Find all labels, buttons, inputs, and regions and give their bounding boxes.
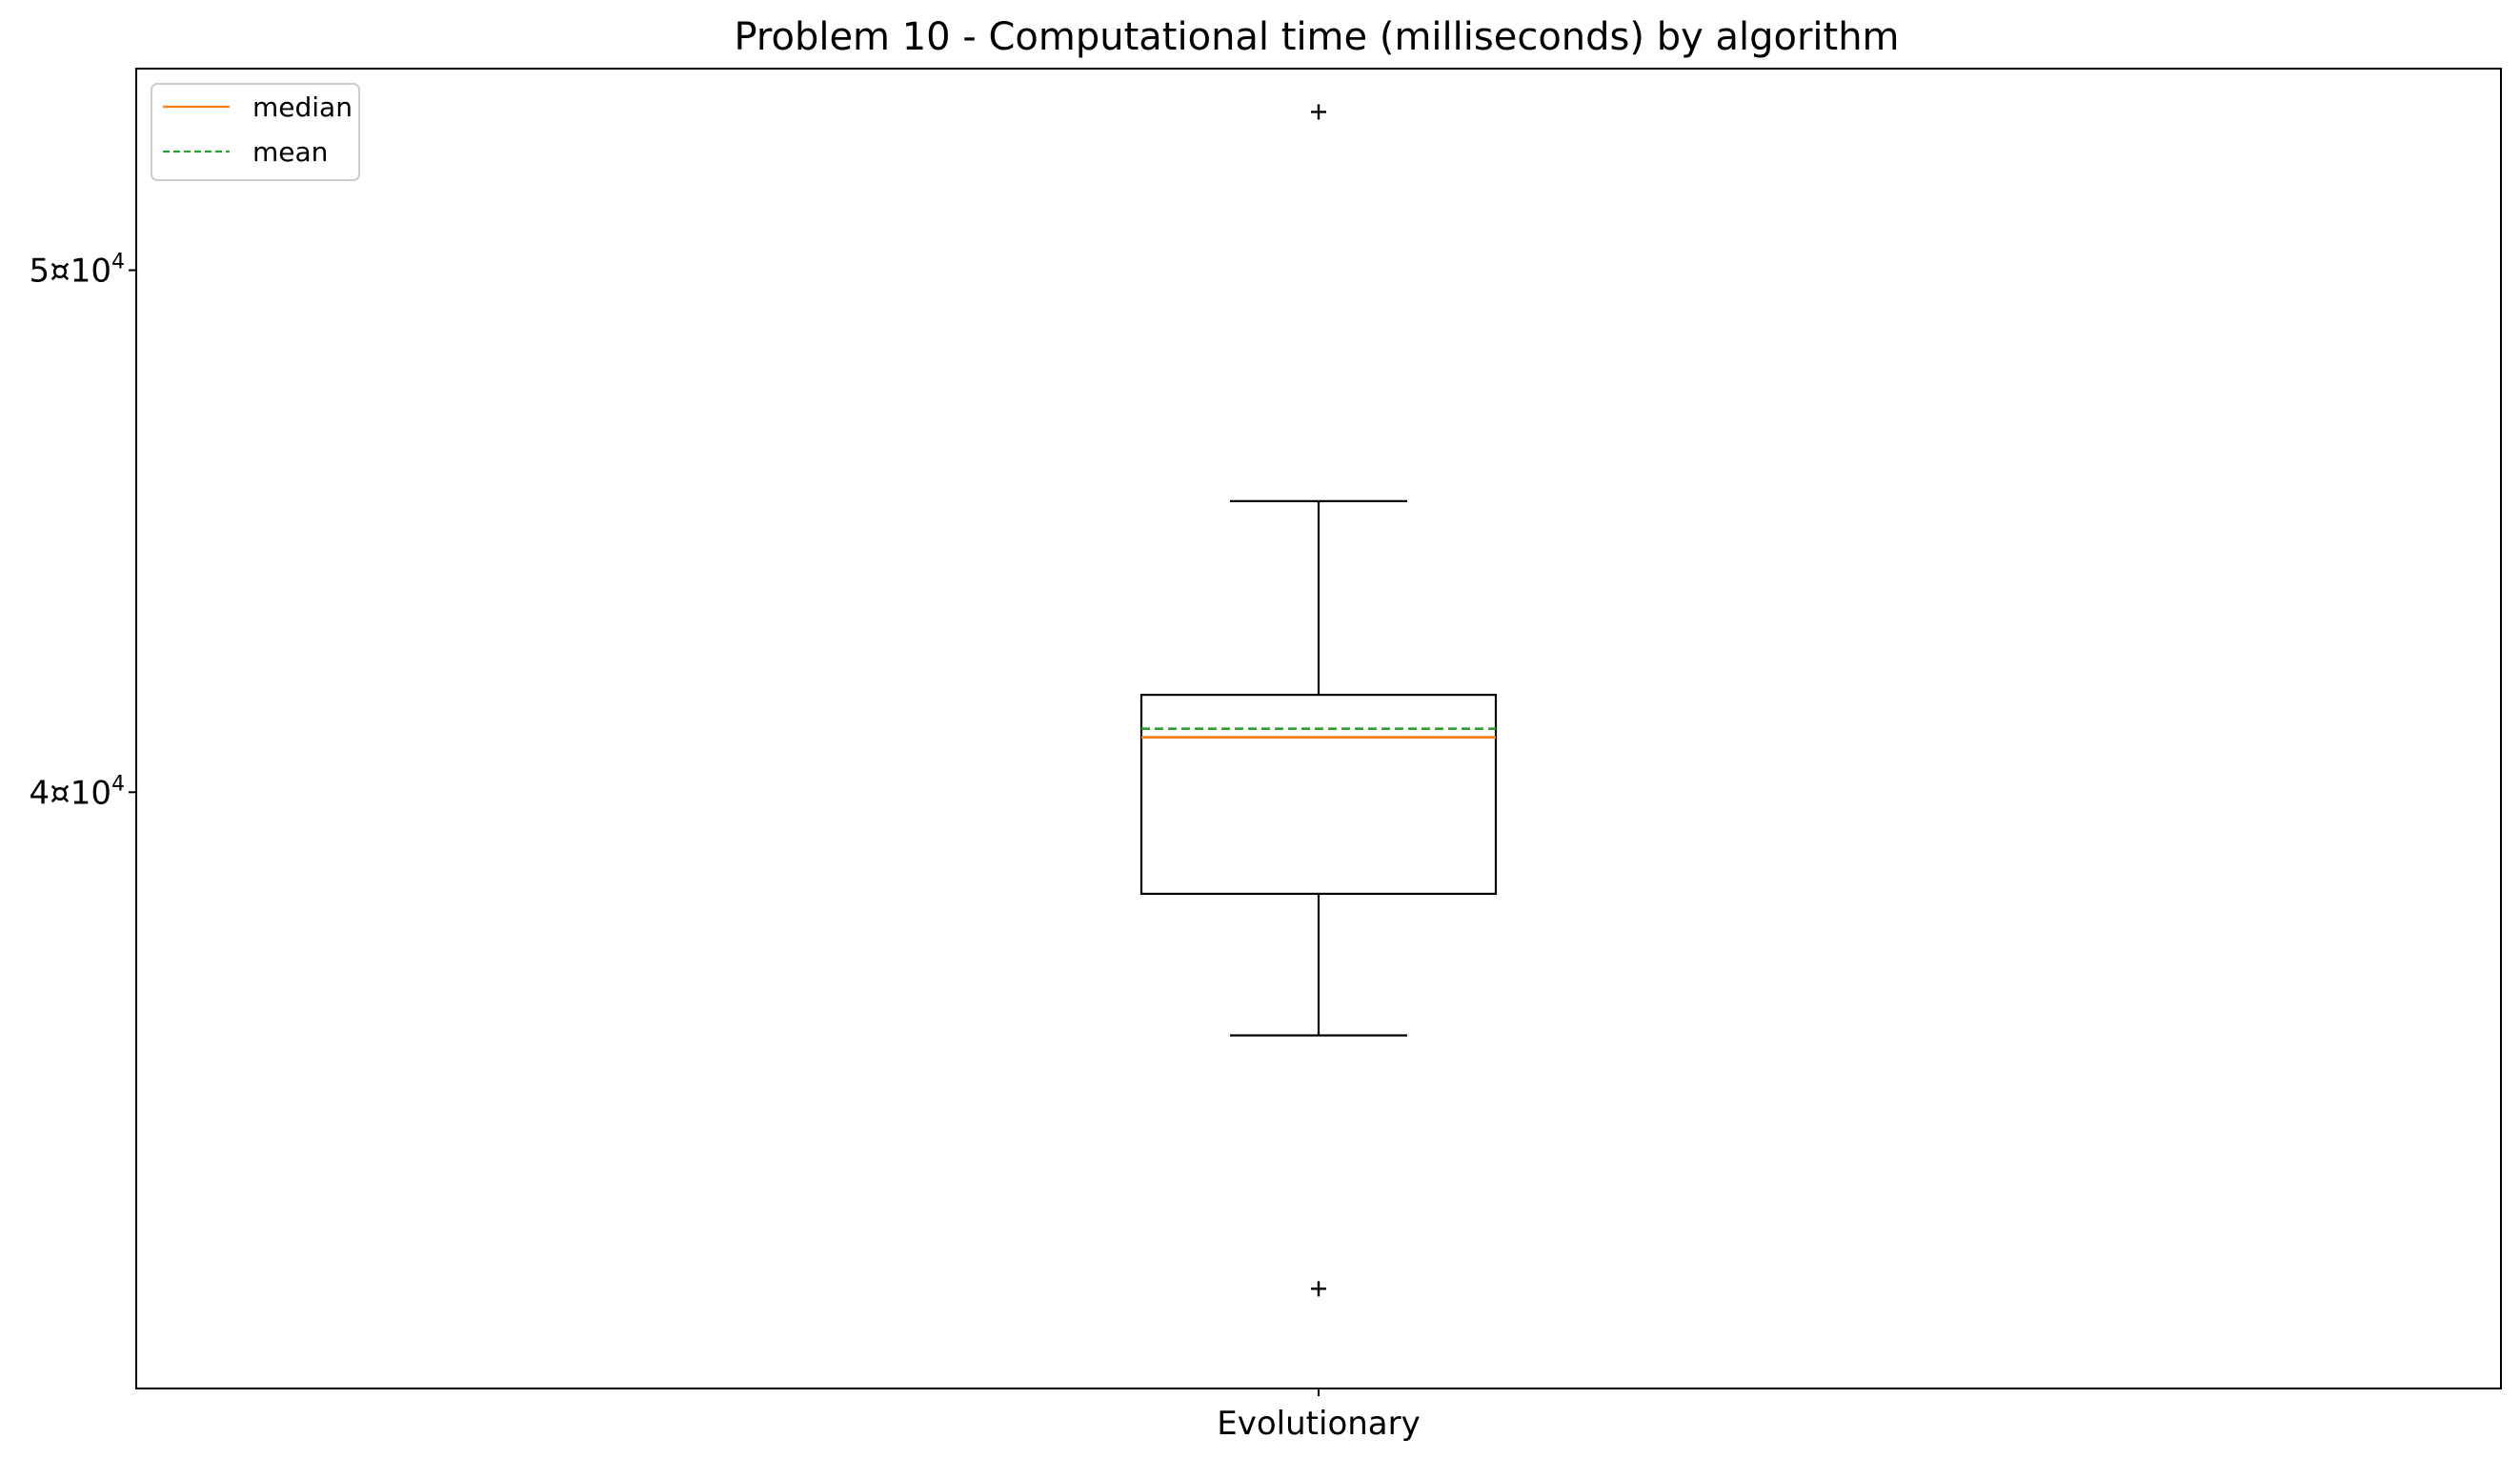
legend: median mean <box>151 83 360 181</box>
chart-title: Problem 10 - Computational time (millise… <box>734 15 1899 59</box>
box-series <box>1139 104 1498 1297</box>
x-axis-ticks: Evolutionary <box>1217 1388 1421 1443</box>
legend-mean-label: mean <box>252 136 328 168</box>
x-tick-label: Evolutionary <box>1217 1405 1420 1443</box>
legend-median-label: median <box>252 91 353 123</box>
iqr-box <box>1139 694 1498 896</box>
outlier-marker <box>1311 1281 1326 1297</box>
y-tick-label: 5¤104 <box>29 251 125 291</box>
y-axis-ticks: 4¤104 5¤104 <box>29 251 136 812</box>
y-tick-label: 4¤104 <box>29 772 125 812</box>
legend-frame <box>151 83 360 181</box>
outlier-marker <box>1311 104 1326 120</box>
